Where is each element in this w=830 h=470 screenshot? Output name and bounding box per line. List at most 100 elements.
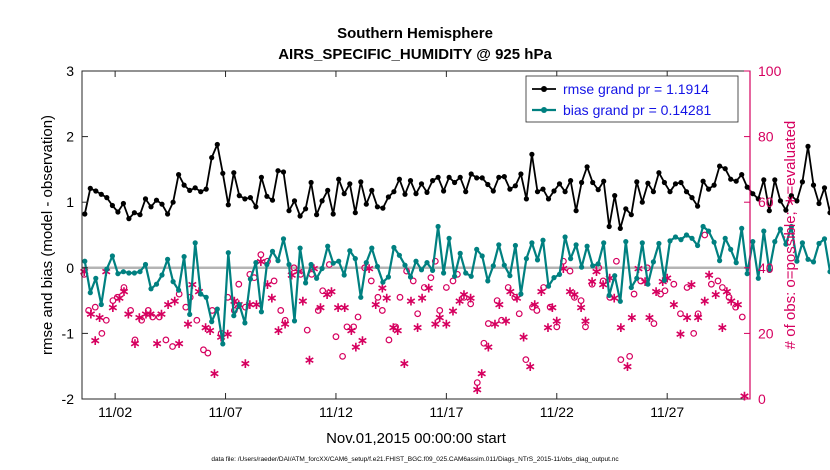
obs-evaluated-point: ∗	[85, 306, 97, 322]
obs-evaluated-point: ∗	[569, 286, 581, 302]
obs-evaluated-point: ∗	[710, 286, 722, 302]
rmse-point	[87, 185, 93, 191]
bias-point	[369, 245, 375, 251]
legend-box	[525, 75, 739, 123]
rmse-point	[579, 179, 585, 186]
bias-point	[308, 261, 314, 268]
bias-point	[352, 256, 358, 262]
bias-point	[159, 272, 165, 278]
obs-evaluated-point: ∗	[482, 339, 494, 355]
rmse-point	[728, 176, 734, 182]
obs-evaluated-point: ∗	[500, 312, 512, 328]
bias-point	[120, 269, 126, 275]
obs-possible-point	[193, 316, 201, 324]
rmse-point	[314, 212, 320, 218]
rmse-point	[131, 210, 137, 216]
rmse-point	[805, 143, 811, 149]
obs-evaluated-point: ∗	[297, 293, 309, 309]
bias-point	[656, 240, 662, 247]
bias-point	[485, 278, 491, 284]
bias-point	[717, 258, 723, 264]
chart-title: Southern Hemisphere	[337, 25, 493, 42]
bias-point	[374, 263, 380, 270]
bias-point	[496, 242, 502, 248]
bias-point	[590, 263, 596, 269]
obs-evaluated-point: ∗	[686, 276, 698, 292]
obs-evaluated-point: ∗	[454, 293, 466, 309]
rmse-point	[656, 170, 662, 176]
obs-evaluated-point: ∗	[107, 299, 119, 315]
rmse-point	[253, 204, 259, 210]
rmse-point	[551, 188, 557, 194]
obs-evaluated-point: ∗	[703, 266, 715, 282]
obs-evaluated-point: ∗	[332, 299, 344, 315]
obs-evaluated-point: ∗	[429, 316, 441, 332]
bias-point	[518, 291, 524, 297]
x-axis-ticks: 11/02 11/07 11/12 11/17 11/22 11/27	[98, 71, 684, 420]
bias-point	[579, 264, 585, 270]
legend-rmse-marker	[541, 86, 547, 92]
obs-evaluated-point: ∗	[604, 270, 616, 286]
rmse-point	[209, 155, 215, 161]
obs-evaluated-point: ∗	[129, 335, 141, 351]
bias-point	[595, 261, 601, 267]
y-tick-label: -1	[62, 325, 75, 341]
bias-point	[529, 240, 535, 246]
obs-evaluated-point: ∗	[739, 388, 751, 404]
obs-possible-point	[85, 307, 93, 314]
bias-point	[430, 267, 436, 273]
obs-possible-point	[319, 287, 327, 295]
bias-point	[325, 243, 331, 249]
obs-evaluated-point: ∗	[440, 316, 452, 332]
rmse-point	[590, 179, 596, 186]
bias-point	[706, 228, 712, 234]
obs-evaluated-point: ∗	[78, 263, 90, 279]
rmse-point	[816, 200, 822, 207]
obs-evaluated-point: ∗	[476, 365, 488, 381]
obs-evaluated-point: ∗	[721, 283, 733, 299]
bias-point	[695, 242, 701, 249]
bias-point	[380, 279, 386, 285]
obs-possible-point	[484, 320, 492, 327]
bias-point	[424, 260, 430, 266]
bias-point	[82, 258, 88, 264]
rmse-point	[794, 198, 800, 204]
bias-point	[258, 309, 264, 315]
obs-evaluated-point: ∗	[286, 266, 298, 282]
obs-evaluated-point: ∗	[675, 325, 687, 341]
y-tick-label: 3	[66, 63, 74, 79]
right-axis-ticks: 0 20 40 60 80 100	[744, 63, 782, 407]
rmse-point	[126, 216, 132, 222]
obs-evaluated-point: ∗	[626, 309, 638, 325]
bias-point	[358, 294, 364, 300]
rmse-point	[203, 186, 209, 192]
obs-possible-point	[144, 307, 152, 314]
obs-possible-point	[738, 313, 746, 321]
obs-evaluated-point: ∗	[546, 299, 558, 315]
obs-possible-point	[694, 310, 702, 318]
bias-point	[650, 259, 657, 265]
bias-point	[153, 281, 160, 287]
bias-point	[623, 239, 629, 245]
rmse-point	[181, 182, 187, 188]
bias-point	[617, 298, 623, 304]
rmse-point	[297, 213, 303, 219]
bias-point	[275, 258, 281, 264]
obs-possible-point	[650, 320, 658, 327]
bias-point	[314, 275, 320, 281]
rmse-point	[468, 171, 474, 177]
bias-point	[540, 237, 546, 243]
rmse-point	[258, 174, 264, 180]
rmse-point	[336, 176, 342, 182]
obs-possible-point	[714, 277, 722, 285]
obs-evaluated-point: ∗	[387, 319, 399, 335]
bias-point	[87, 290, 93, 296]
rmse-point	[739, 172, 745, 178]
obs-evaluated-point: ∗	[542, 319, 554, 335]
bias-point	[236, 301, 242, 308]
bias-point	[435, 223, 441, 230]
obs-evaluated-point: ∗	[370, 296, 382, 312]
rmse-point	[512, 183, 519, 189]
bias-point	[264, 261, 270, 268]
